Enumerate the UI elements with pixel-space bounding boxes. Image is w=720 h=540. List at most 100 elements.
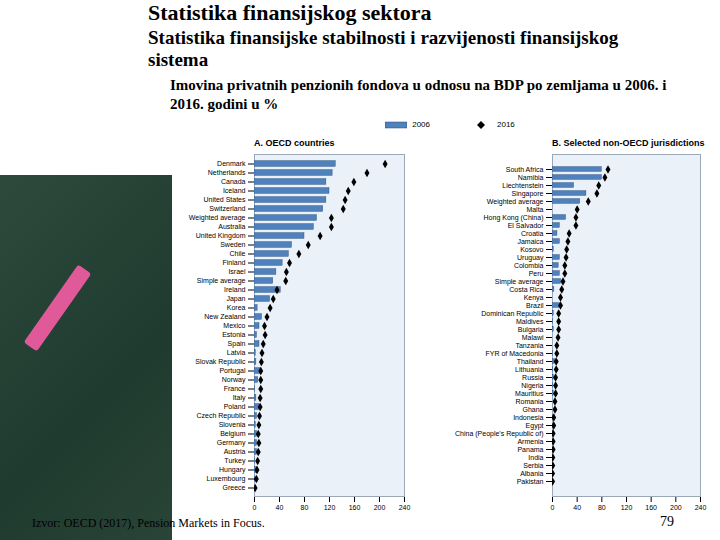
- svg-text:Greece: Greece: [223, 484, 246, 491]
- html-text:2016: 2016: [497, 120, 515, 129]
- svg-text:240: 240: [695, 504, 707, 511]
- svg-text:120: 120: [324, 504, 336, 511]
- svg-text:Egypt: Egypt: [526, 422, 544, 430]
- svg-text:France: France: [224, 385, 246, 392]
- svg-text:Singapore: Singapore: [512, 190, 544, 198]
- svg-text:Hong Kong (China): Hong Kong (China): [484, 214, 544, 222]
- svg-text:Uruguay: Uruguay: [517, 254, 544, 262]
- svg-text:Armenia: Armenia: [517, 438, 543, 445]
- svg-text:Czech Republic: Czech Republic: [196, 412, 246, 420]
- svg-text:Korea: Korea: [227, 304, 246, 311]
- svg-text:Lithuania: Lithuania: [515, 366, 544, 373]
- svg-text:200: 200: [670, 504, 682, 511]
- svg-text:Romania: Romania: [515, 398, 543, 405]
- svg-text:80: 80: [598, 504, 606, 511]
- svg-text:Belgium: Belgium: [220, 430, 245, 438]
- svg-text:Ireland: Ireland: [224, 286, 246, 293]
- svg-text:Russia: Russia: [522, 374, 544, 381]
- svg-text:Iceland: Iceland: [223, 187, 246, 194]
- svg-text:FYR of Macedonia: FYR of Macedonia: [486, 350, 544, 357]
- svg-text:Israel: Israel: [228, 268, 246, 275]
- svg-text:Costa Rica: Costa Rica: [509, 286, 543, 293]
- svg-text:Austria: Austria: [224, 448, 246, 455]
- svg-text:Indonesia: Indonesia: [513, 414, 543, 421]
- svg-text:Chile: Chile: [230, 250, 246, 257]
- svg-text:Liechtenstein: Liechtenstein: [502, 182, 543, 189]
- svg-text:Germany: Germany: [217, 439, 246, 447]
- svg-text:200: 200: [374, 504, 386, 511]
- svg-text:Kenya: Kenya: [524, 294, 544, 302]
- svg-text:Thailand: Thailand: [517, 358, 544, 365]
- svg-text:Pakistan: Pakistan: [517, 478, 544, 485]
- svg-text:Finland: Finland: [223, 259, 246, 266]
- svg-text:Peru: Peru: [529, 270, 544, 277]
- svg-text:United Kingdom: United Kingdom: [196, 232, 246, 240]
- svg-text:Malawi: Malawi: [522, 334, 544, 341]
- svg-text:United States: United States: [203, 196, 246, 203]
- html-text:79: 79: [660, 514, 674, 529]
- svg-text:Norway: Norway: [222, 376, 246, 384]
- svg-text:Kosovo: Kosovo: [520, 246, 543, 253]
- svg-text:Luxembourg: Luxembourg: [207, 475, 246, 483]
- svg-text:Weighted average: Weighted average: [189, 214, 246, 222]
- svg-text:Japan: Japan: [226, 295, 245, 303]
- svg-text:New Zealand: New Zealand: [204, 313, 245, 320]
- svg-text:160: 160: [349, 504, 361, 511]
- html-text:Statistika finansijskog sektor: Statistika finansijskog sektora: [148, 0, 432, 25]
- svg-text:Colombia: Colombia: [514, 262, 544, 269]
- svg-text:Spain: Spain: [228, 340, 246, 348]
- svg-text:Namibia: Namibia: [518, 174, 544, 181]
- html-text:2006: 2006: [412, 120, 430, 129]
- svg-text:Switzerland: Switzerland: [209, 205, 245, 212]
- svg-text:Estonia: Estonia: [222, 331, 245, 338]
- svg-text:Bulgaria: Bulgaria: [518, 326, 544, 334]
- html-text:Izvor: OECD (2017), Pension Ma: Izvor: OECD (2017), Pension Markets in F…: [32, 516, 265, 530]
- html-text:B. Selected non-OECD jurisdict: B. Selected non-OECD jurisdictions: [552, 138, 705, 148]
- html-text:Statistika finansijske stabiln: Statistika finansijske stabilnosti i raz…: [148, 27, 619, 70]
- svg-text:Nigeria: Nigeria: [521, 382, 543, 390]
- svg-text:Panama: Panama: [517, 446, 543, 453]
- svg-text:80: 80: [301, 504, 309, 511]
- svg-text:Canada: Canada: [221, 178, 246, 185]
- svg-text:Weighted average: Weighted average: [487, 198, 544, 206]
- svg-text:Simple average: Simple average: [495, 278, 544, 286]
- svg-text:Croatia: Croatia: [521, 230, 544, 237]
- svg-text:Hungary: Hungary: [219, 466, 246, 474]
- svg-text:Ghana: Ghana: [522, 406, 543, 413]
- svg-text:Dominican Republic: Dominican Republic: [481, 310, 544, 318]
- html-text:A. OECD countries: A. OECD countries: [254, 138, 335, 148]
- svg-text:Portugal: Portugal: [219, 367, 246, 375]
- svg-text:Simple average: Simple average: [197, 277, 246, 285]
- svg-text:South Africa: South Africa: [506, 166, 544, 173]
- svg-text:Sweden: Sweden: [220, 241, 245, 248]
- svg-text:Albania: Albania: [520, 470, 543, 477]
- svg-text:Slovak Republic: Slovak Republic: [195, 358, 246, 366]
- svg-text:Brazil: Brazil: [526, 302, 544, 309]
- svg-text:Slovenia: Slovenia: [219, 421, 246, 428]
- html-text:Imovina privatnih penzionih fo: Imovina privatnih penzionih fondova u od…: [170, 77, 667, 112]
- svg-text:Serbia: Serbia: [523, 462, 543, 469]
- svg-text:Poland: Poland: [224, 403, 246, 410]
- svg-text:Maldives: Maldives: [516, 318, 544, 325]
- svg-text:Mexico: Mexico: [223, 322, 245, 329]
- svg-text:El Salvador: El Salvador: [508, 222, 544, 229]
- svg-text:China (People's Republic of): China (People's Republic of): [455, 430, 544, 438]
- svg-text:Netherlands: Netherlands: [208, 169, 246, 176]
- svg-text:40: 40: [276, 504, 284, 511]
- svg-text:40: 40: [573, 504, 581, 511]
- svg-text:Denmark: Denmark: [217, 160, 246, 167]
- svg-text:Turkey: Turkey: [224, 457, 246, 465]
- svg-text:160: 160: [645, 504, 657, 511]
- svg-text:India: India: [528, 454, 543, 461]
- svg-text:Latvia: Latvia: [227, 349, 246, 356]
- svg-text:0: 0: [551, 504, 555, 511]
- svg-text:Mauritius: Mauritius: [515, 390, 544, 397]
- svg-text:Italy: Italy: [233, 394, 246, 402]
- svg-text:Australia: Australia: [218, 223, 245, 230]
- svg-text:Tanzania: Tanzania: [515, 342, 543, 349]
- svg-text:Malta: Malta: [526, 206, 543, 213]
- svg-text:0: 0: [253, 504, 257, 511]
- svg-text:Jamaica: Jamaica: [517, 238, 543, 245]
- svg-text:240: 240: [399, 504, 411, 511]
- svg-text:120: 120: [621, 504, 633, 511]
